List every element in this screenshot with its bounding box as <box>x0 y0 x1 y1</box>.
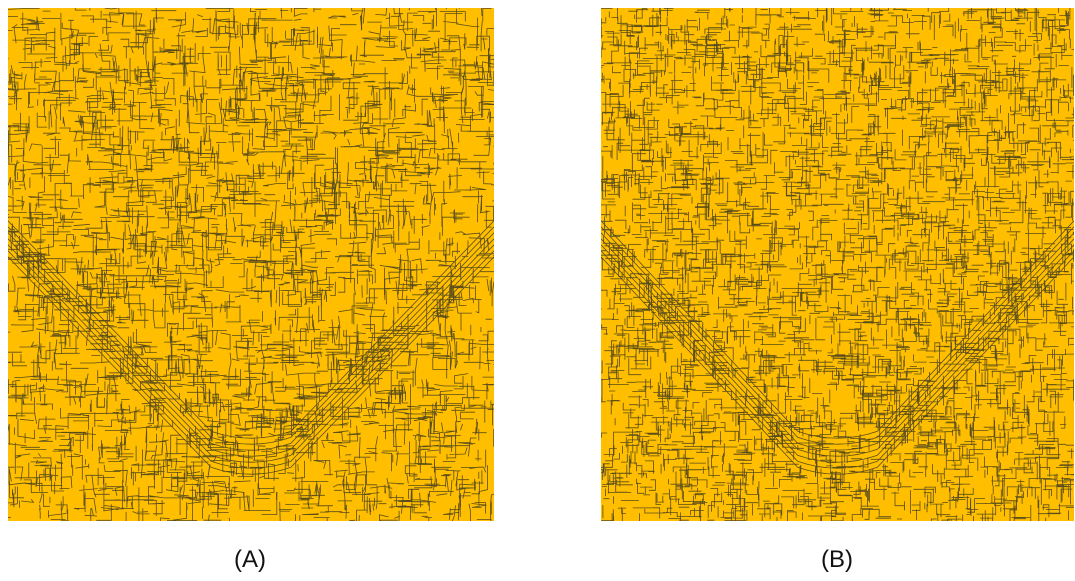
segmentation-boundaries <box>601 8 1074 521</box>
panel-caption-a: (A) <box>234 546 266 573</box>
segmentation-panel-a <box>8 8 494 521</box>
segmentation-image-a <box>8 8 494 521</box>
segmentation-image-b <box>601 8 1074 521</box>
panel-caption-b: (B) <box>821 546 853 573</box>
segmentation-panel-b <box>601 8 1074 521</box>
segmentation-boundaries <box>8 8 494 521</box>
